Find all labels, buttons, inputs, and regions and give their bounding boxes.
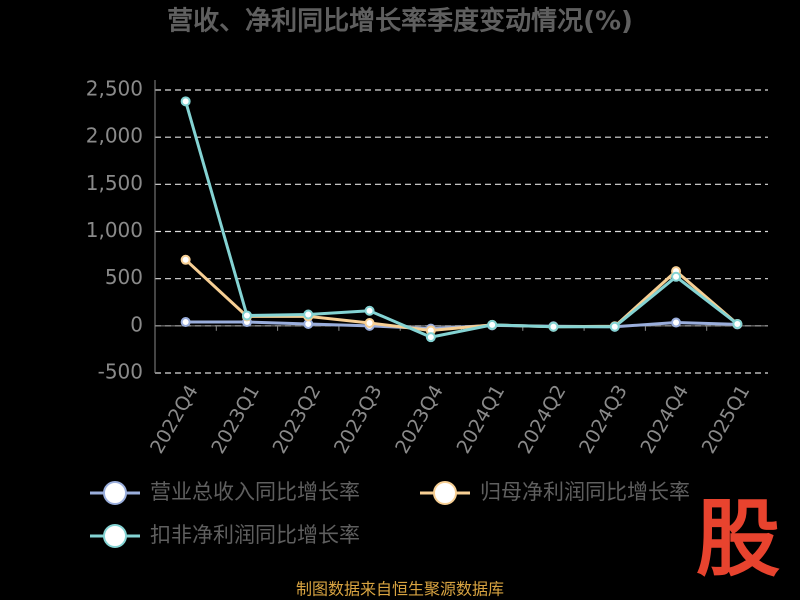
data-point <box>671 271 682 282</box>
data-point <box>609 321 620 332</box>
data-point <box>180 96 191 107</box>
x-tick-label: 2024Q4 <box>636 381 693 457</box>
data-point <box>241 310 252 321</box>
data-point <box>180 254 191 265</box>
x-tick-label: 2023Q3 <box>330 381 387 457</box>
data-point <box>180 317 191 328</box>
legend-label: 归母净利润同比增长率 <box>480 480 690 504</box>
data-point <box>732 318 743 329</box>
data-point <box>303 309 314 320</box>
data-point <box>364 305 375 316</box>
x-tick-label: 2023Q1 <box>207 381 264 457</box>
y-tick-label: 1,000 <box>86 218 143 242</box>
chart-title: 营收、净利同比增长率季度变动情况(%) <box>167 6 633 37</box>
legend-marker <box>103 524 127 548</box>
data-point <box>364 318 375 329</box>
y-tick-label: 0 <box>130 312 143 336</box>
x-tick-label: 2024Q3 <box>575 381 632 457</box>
legend-label: 扣非净利润同比增长率 <box>150 523 360 547</box>
legend-marker <box>433 481 457 505</box>
series-line <box>184 100 739 339</box>
data-point <box>425 332 436 343</box>
y-tick-label: 2,500 <box>86 77 143 101</box>
data-point <box>487 319 498 330</box>
x-tick-label: 2023Q2 <box>269 381 326 457</box>
x-tick-label: 2023Q4 <box>391 381 448 457</box>
data-point <box>671 317 682 328</box>
x-tick-label: 2025Q1 <box>698 381 755 457</box>
y-tick-label: -500 <box>98 360 143 384</box>
y-tick-label: 2,000 <box>86 124 143 148</box>
x-tick-label: 2024Q2 <box>514 381 571 457</box>
source-note: 制图数据来自恒生聚源数据库 <box>296 580 504 599</box>
x-tick-label: 2022Q4 <box>146 381 203 457</box>
x-tick-label: 2024Q1 <box>452 381 509 457</box>
legend-marker <box>103 481 127 505</box>
y-tick-label: 500 <box>105 265 143 289</box>
legend-label: 营业总收入同比增长率 <box>150 480 360 504</box>
y-tick-label: 1,500 <box>86 171 143 195</box>
logo: 股 <box>696 490 780 588</box>
data-point <box>548 321 559 332</box>
